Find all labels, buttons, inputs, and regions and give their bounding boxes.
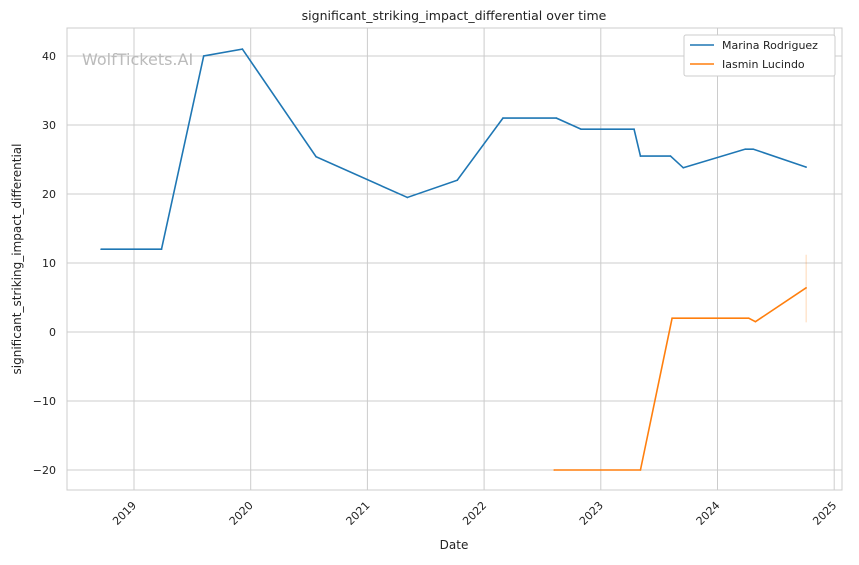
data-point	[553, 469, 555, 471]
legend: Marina Rodriguez Iasmin Lucindo	[683, 34, 836, 77]
x-tick-label: 2023	[577, 499, 606, 528]
y-tick-label: 0	[49, 326, 56, 339]
data-point	[633, 128, 635, 130]
data-point	[639, 155, 642, 157]
watermark: WolfTickets.AI	[82, 50, 193, 69]
data-point	[100, 248, 102, 250]
data-point	[747, 317, 750, 320]
data-point	[502, 117, 504, 119]
data-point	[555, 117, 558, 119]
chart-title: significant_striking_impact_differential…	[302, 8, 607, 23]
data-point	[639, 469, 642, 471]
data-point	[682, 166, 685, 169]
y-tick-label: 30	[42, 119, 56, 132]
legend-label: Marina Rodriguez	[722, 39, 818, 52]
data-point	[752, 148, 755, 150]
data-point	[202, 55, 205, 57]
y-tick-label: 40	[42, 50, 56, 63]
y-axis-label: significant_striking_impact_differential	[10, 144, 24, 375]
data-point	[754, 320, 757, 323]
data-point	[456, 179, 459, 181]
x-tick-label: 2019	[110, 499, 139, 528]
data-point	[669, 155, 672, 157]
x-tick-label: 2021	[344, 499, 373, 528]
data-point	[671, 317, 673, 320]
data-point	[406, 196, 409, 199]
data-point	[160, 248, 163, 250]
data-point	[805, 166, 807, 168]
data-point	[315, 155, 317, 158]
y-tick-label: −20	[33, 464, 56, 477]
x-tick-label: 2020	[227, 499, 256, 528]
series-line-0	[101, 48, 807, 250]
data-point	[241, 48, 244, 50]
x-tick-label: 2024	[694, 499, 723, 528]
data-point	[805, 287, 807, 289]
x-axis-label: Date	[440, 538, 469, 552]
legend-label: Iasmin Lucindo	[722, 58, 805, 71]
plot-area	[66, 27, 843, 491]
y-tick-label: 20	[42, 188, 56, 201]
y-tick-label: 10	[42, 257, 56, 270]
y-tick-label: −10	[33, 395, 56, 408]
series-line-1	[554, 287, 807, 471]
x-tick-label: 2022	[460, 499, 489, 528]
x-tick-label: 2025	[810, 499, 839, 528]
data-point	[744, 148, 747, 150]
data-point	[580, 128, 582, 130]
